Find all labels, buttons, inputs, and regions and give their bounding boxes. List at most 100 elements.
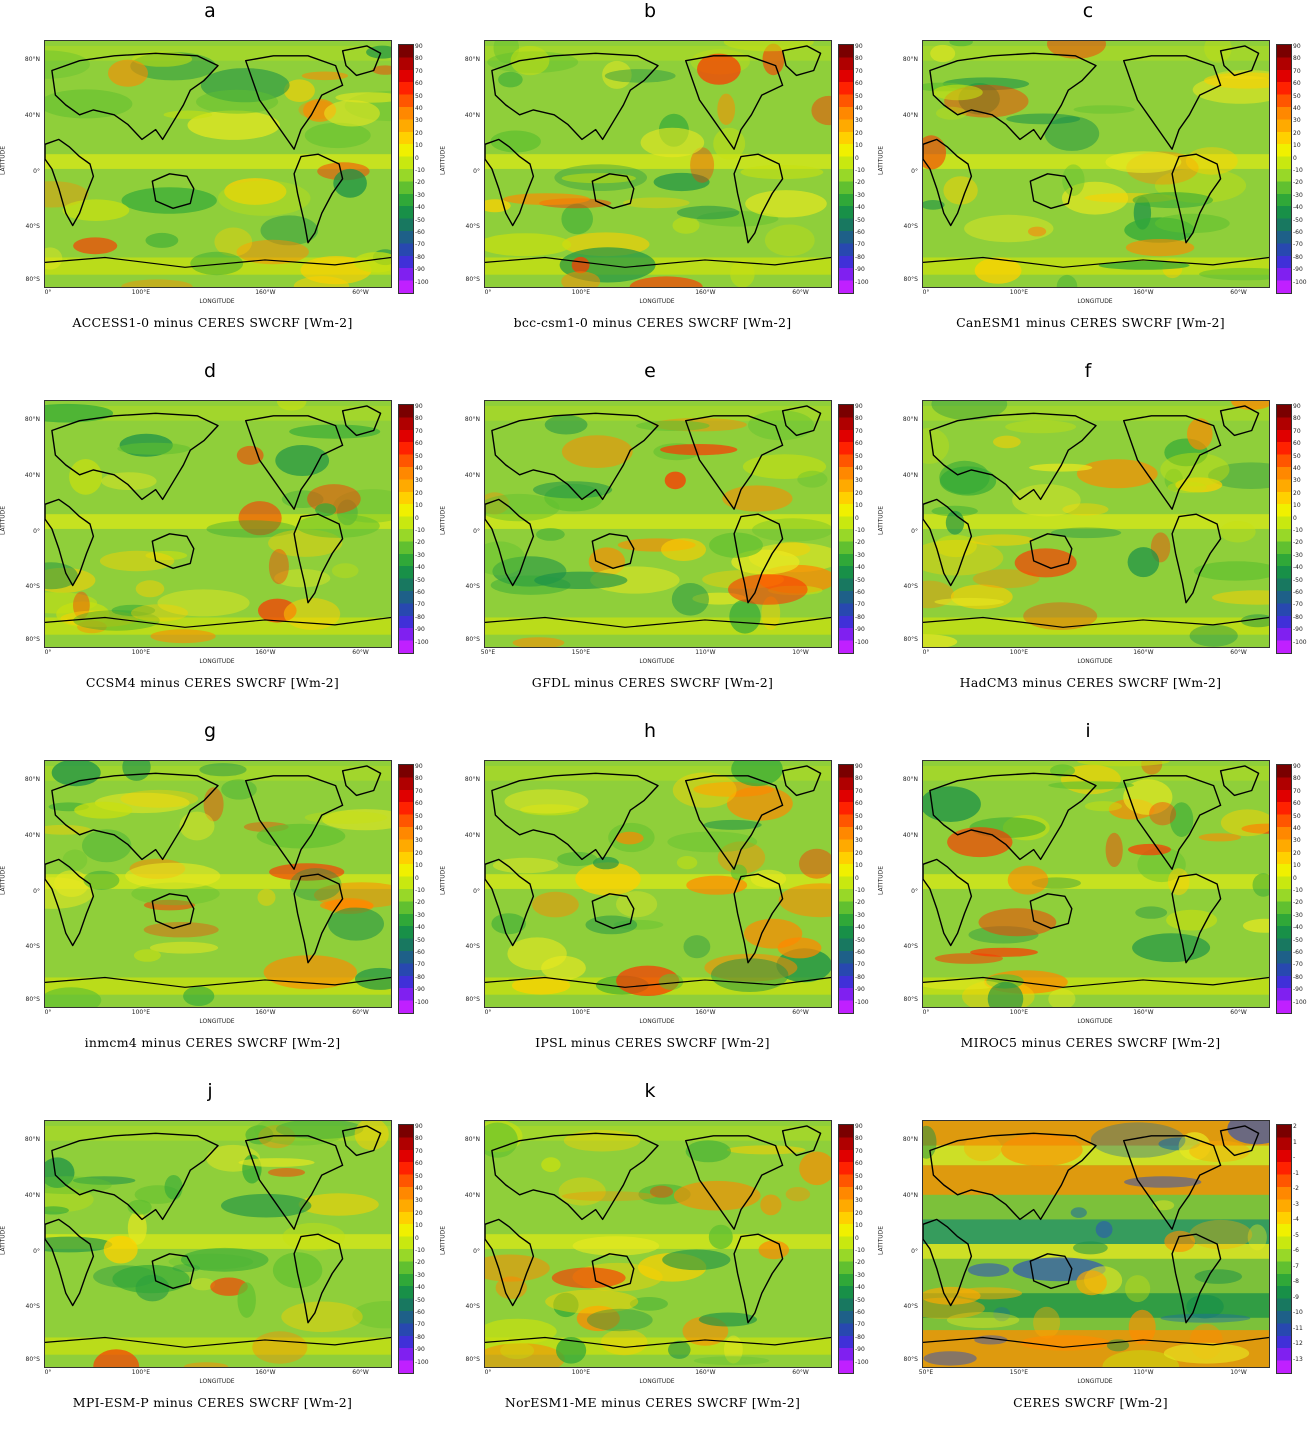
- coastline: [1029, 1253, 1073, 1290]
- field-blob: [62, 199, 130, 221]
- colorbar-tick-label: 50: [855, 812, 863, 820]
- field-blob: [1127, 547, 1160, 578]
- field-blob: [304, 811, 388, 824]
- colorbar-tick-label: 50: [855, 452, 863, 460]
- coastline: [341, 1125, 382, 1157]
- field-blob: [112, 1264, 190, 1294]
- map-area: [44, 760, 392, 1008]
- field-blob: [586, 1308, 653, 1332]
- colorbar-tick-label: -70: [1293, 601, 1303, 609]
- coastline: [1219, 405, 1260, 437]
- lon-tick-label: 160°W: [1133, 289, 1154, 296]
- field-blob: [121, 279, 193, 287]
- colorbar: [838, 404, 854, 654]
- lat-tick-label: 80°S: [465, 275, 480, 283]
- x-axis-label: LONGITUDE: [199, 658, 235, 665]
- colorbar-tick-label: 50: [855, 1172, 863, 1180]
- colorbar-tick-label: 10: [855, 142, 863, 150]
- field-blob: [534, 571, 628, 589]
- lon-tick-label: 100°E: [131, 1369, 150, 1376]
- coastline: [929, 772, 1097, 861]
- lon-tick-label: 60°W: [792, 289, 809, 296]
- lat-tick-label: 80°S: [903, 995, 918, 1003]
- colorbar-tick-label: 60: [855, 80, 863, 88]
- field-blob: [711, 958, 789, 992]
- colorbar-tick-label: 30: [855, 117, 863, 125]
- colorbar-tick-label: 40: [1293, 825, 1301, 832]
- field-blob: [1007, 865, 1049, 895]
- field-blob: [353, 252, 391, 273]
- colorbar-tick-label: 20: [855, 489, 863, 497]
- field-blob: [1175, 477, 1223, 493]
- colorbar-tick-label: -80: [415, 253, 425, 261]
- field-blob: [120, 789, 199, 808]
- field-blob: [163, 110, 213, 119]
- colorbar-tick-label: 50: [415, 452, 423, 460]
- lon-tick-label: 160°W: [695, 289, 716, 296]
- colorbar-labels: 90 80 70 60 50 40 30 20 10 0 -10 -20 -30 -40 -50 -60 -70…: [1293, 404, 1316, 652]
- lat-tick-label: 40°N: [24, 832, 40, 840]
- field-blob: [640, 127, 705, 158]
- colorbar-tick-label: -5: [1293, 1231, 1299, 1239]
- lon-tick-label: 0°: [44, 289, 52, 296]
- lon-tick-label: 0°: [922, 289, 930, 296]
- field-blob: [328, 907, 384, 941]
- colorbar-tick-label: -30: [855, 551, 865, 559]
- lon-tick-label: 10°W: [792, 649, 809, 656]
- field-blob: [1062, 503, 1109, 516]
- colorbar-tick-label: -90: [415, 1346, 425, 1354]
- field-blob: [939, 460, 990, 494]
- colorbar-tick-label: -70: [415, 961, 425, 969]
- lon-tick-label: 60°W: [352, 1369, 369, 1376]
- panel-caption: CERES SWCRF [Wm-2]: [1013, 1395, 1168, 1410]
- colorbar-tick-label: -60: [1293, 949, 1303, 956]
- coastline: [591, 173, 635, 210]
- coastline: [733, 153, 784, 244]
- field-band: [485, 257, 831, 275]
- field-blob: [572, 1236, 660, 1256]
- x-axis-label: LONGITUDE: [639, 1378, 675, 1385]
- coastline: [1122, 1135, 1222, 1230]
- colorbar-tick-label: 60: [855, 800, 863, 808]
- lat-tick-label: 80°S: [903, 275, 918, 283]
- lat-tick-label: 40°S: [903, 222, 918, 230]
- x-axis-label: LONGITUDE: [199, 1018, 235, 1025]
- field-blob: [1199, 267, 1269, 281]
- colorbar-tick-label: 70: [855, 1147, 863, 1155]
- field-blob: [1154, 213, 1230, 234]
- coastline: [1122, 415, 1222, 510]
- colorbar-tick-label: -90: [415, 266, 425, 274]
- colorbar-tick-label: -50: [855, 576, 865, 584]
- field-blob: [693, 1356, 770, 1366]
- colorbar-tick-label: 50: [415, 1172, 423, 1180]
- field-blob: [571, 256, 590, 274]
- lat-tick-label: 80°N: [24, 55, 40, 63]
- map-panel-c: c 80°N 40°N 0° 40°S 80°S 0° 100°E 160°W 60°W LATIT…: [878, 0, 1308, 350]
- colorbar-tick-label: -11: [1293, 1324, 1303, 1332]
- map-field: [923, 761, 1269, 1007]
- field-blob: [923, 1286, 981, 1305]
- field-blob: [1124, 1176, 1202, 1188]
- field-band: [485, 154, 831, 169]
- map-panel-f: f 80°N 40°N 0° 40°S 80°S 0° 100°E 160°W 60°W LATIT…: [878, 360, 1308, 710]
- field-blob: [500, 1342, 535, 1359]
- colorbar-tick-label: -7: [1293, 1262, 1299, 1270]
- field-blob: [930, 44, 956, 63]
- field-blob: [331, 563, 359, 579]
- antarctic-coastline: [923, 1336, 1269, 1348]
- lat-tick-label: 0°: [911, 527, 918, 535]
- colorbar-tick-label: 50: [855, 92, 863, 100]
- field-blob: [191, 1278, 215, 1291]
- colorbar-tick-label: -50: [855, 936, 865, 944]
- field-blob: [498, 71, 523, 88]
- field-blob: [613, 919, 664, 930]
- field-blob: [214, 227, 253, 257]
- coastline: [1171, 513, 1222, 604]
- field-blob: [256, 823, 346, 849]
- field-blob: [491, 913, 526, 935]
- colorbar-tick-label: -9: [1293, 1293, 1299, 1301]
- panel-caption: CanESM1 minus CERES SWCRF [Wm-2]: [956, 315, 1225, 330]
- colorbar-tick-label: -30: [855, 1271, 865, 1279]
- x-axis-label: LONGITUDE: [1077, 658, 1113, 665]
- field-blob: [117, 442, 191, 455]
